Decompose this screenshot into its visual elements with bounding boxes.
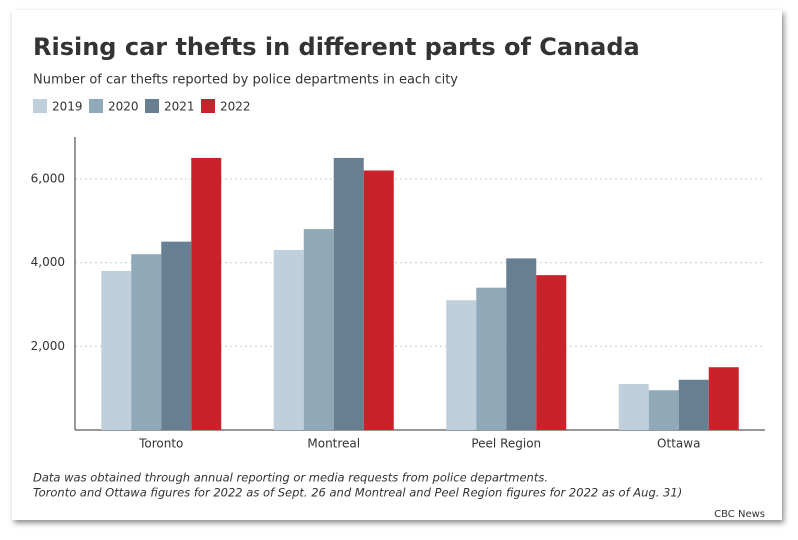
legend-label: 2019 [52, 100, 83, 114]
note: Data was obtained through annual reporti… [33, 471, 548, 485]
y-tick-label: 4,000 [31, 255, 65, 269]
bar [161, 241, 192, 430]
y-tick-label: 6,000 [31, 171, 65, 185]
bar [303, 229, 334, 430]
legend-label: 2021 [164, 100, 195, 114]
bar [101, 270, 132, 430]
bar [333, 157, 364, 430]
y-tick-label: 2,000 [31, 339, 65, 353]
bar [678, 379, 709, 430]
bar [536, 275, 567, 430]
bar [648, 390, 679, 430]
x-tick-label: Toronto [138, 437, 183, 451]
legend-swatch [33, 99, 47, 113]
chart-subtitle: Number of car thefts reported by police … [33, 73, 458, 88]
legend-label: 2022 [220, 100, 251, 114]
bar [131, 254, 162, 430]
bar [506, 258, 537, 430]
legend-swatch [89, 99, 103, 113]
bar [708, 367, 739, 430]
legend-label: 2020 [108, 100, 139, 114]
bar [446, 300, 477, 430]
x-tick-label: Peel Region [471, 437, 541, 451]
chart-title: Rising car thefts in different parts of … [33, 33, 640, 61]
source: CBC News [714, 509, 765, 520]
note: Toronto and Ottawa figures for 2022 as o… [33, 486, 682, 500]
bar [363, 170, 394, 430]
bar [273, 250, 304, 430]
x-tick-label: Montreal [307, 437, 360, 451]
chart-body: Rising car thefts in different parts of … [31, 33, 765, 520]
x-tick-label: Ottawa [657, 437, 700, 451]
bar [618, 383, 649, 430]
legend-swatch [201, 99, 215, 113]
bar [191, 157, 222, 430]
bar [476, 287, 507, 430]
legend-swatch [145, 99, 159, 113]
